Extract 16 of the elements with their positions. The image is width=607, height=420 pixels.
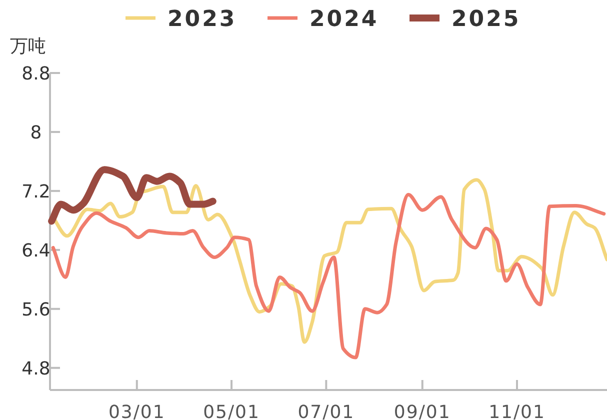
y-tick-label: 4.8 [22, 358, 50, 380]
x-tick-label: 11/01 [488, 402, 546, 420]
x-tick-label: 09/01 [394, 402, 451, 420]
x-tick-label: 07/01 [298, 402, 355, 420]
x-tick-label: 05/01 [203, 402, 260, 420]
y-tick-label: 5.6 [22, 299, 50, 320]
y-tick-label: 8 [30, 122, 42, 144]
line-series [51, 192, 606, 360]
x-tick-label: 03/01 [108, 402, 166, 420]
y-tick-label: 7.2 [22, 181, 50, 202]
y-axis-title: 万吨 [10, 36, 46, 57]
legend-label: 2025 [452, 7, 521, 32]
legend-label: 2023 [168, 7, 237, 32]
legend-label: 2024 [310, 7, 379, 32]
y-tick-label: 8.8 [22, 64, 50, 84]
y-tick-label: 6.4 [22, 240, 50, 262]
